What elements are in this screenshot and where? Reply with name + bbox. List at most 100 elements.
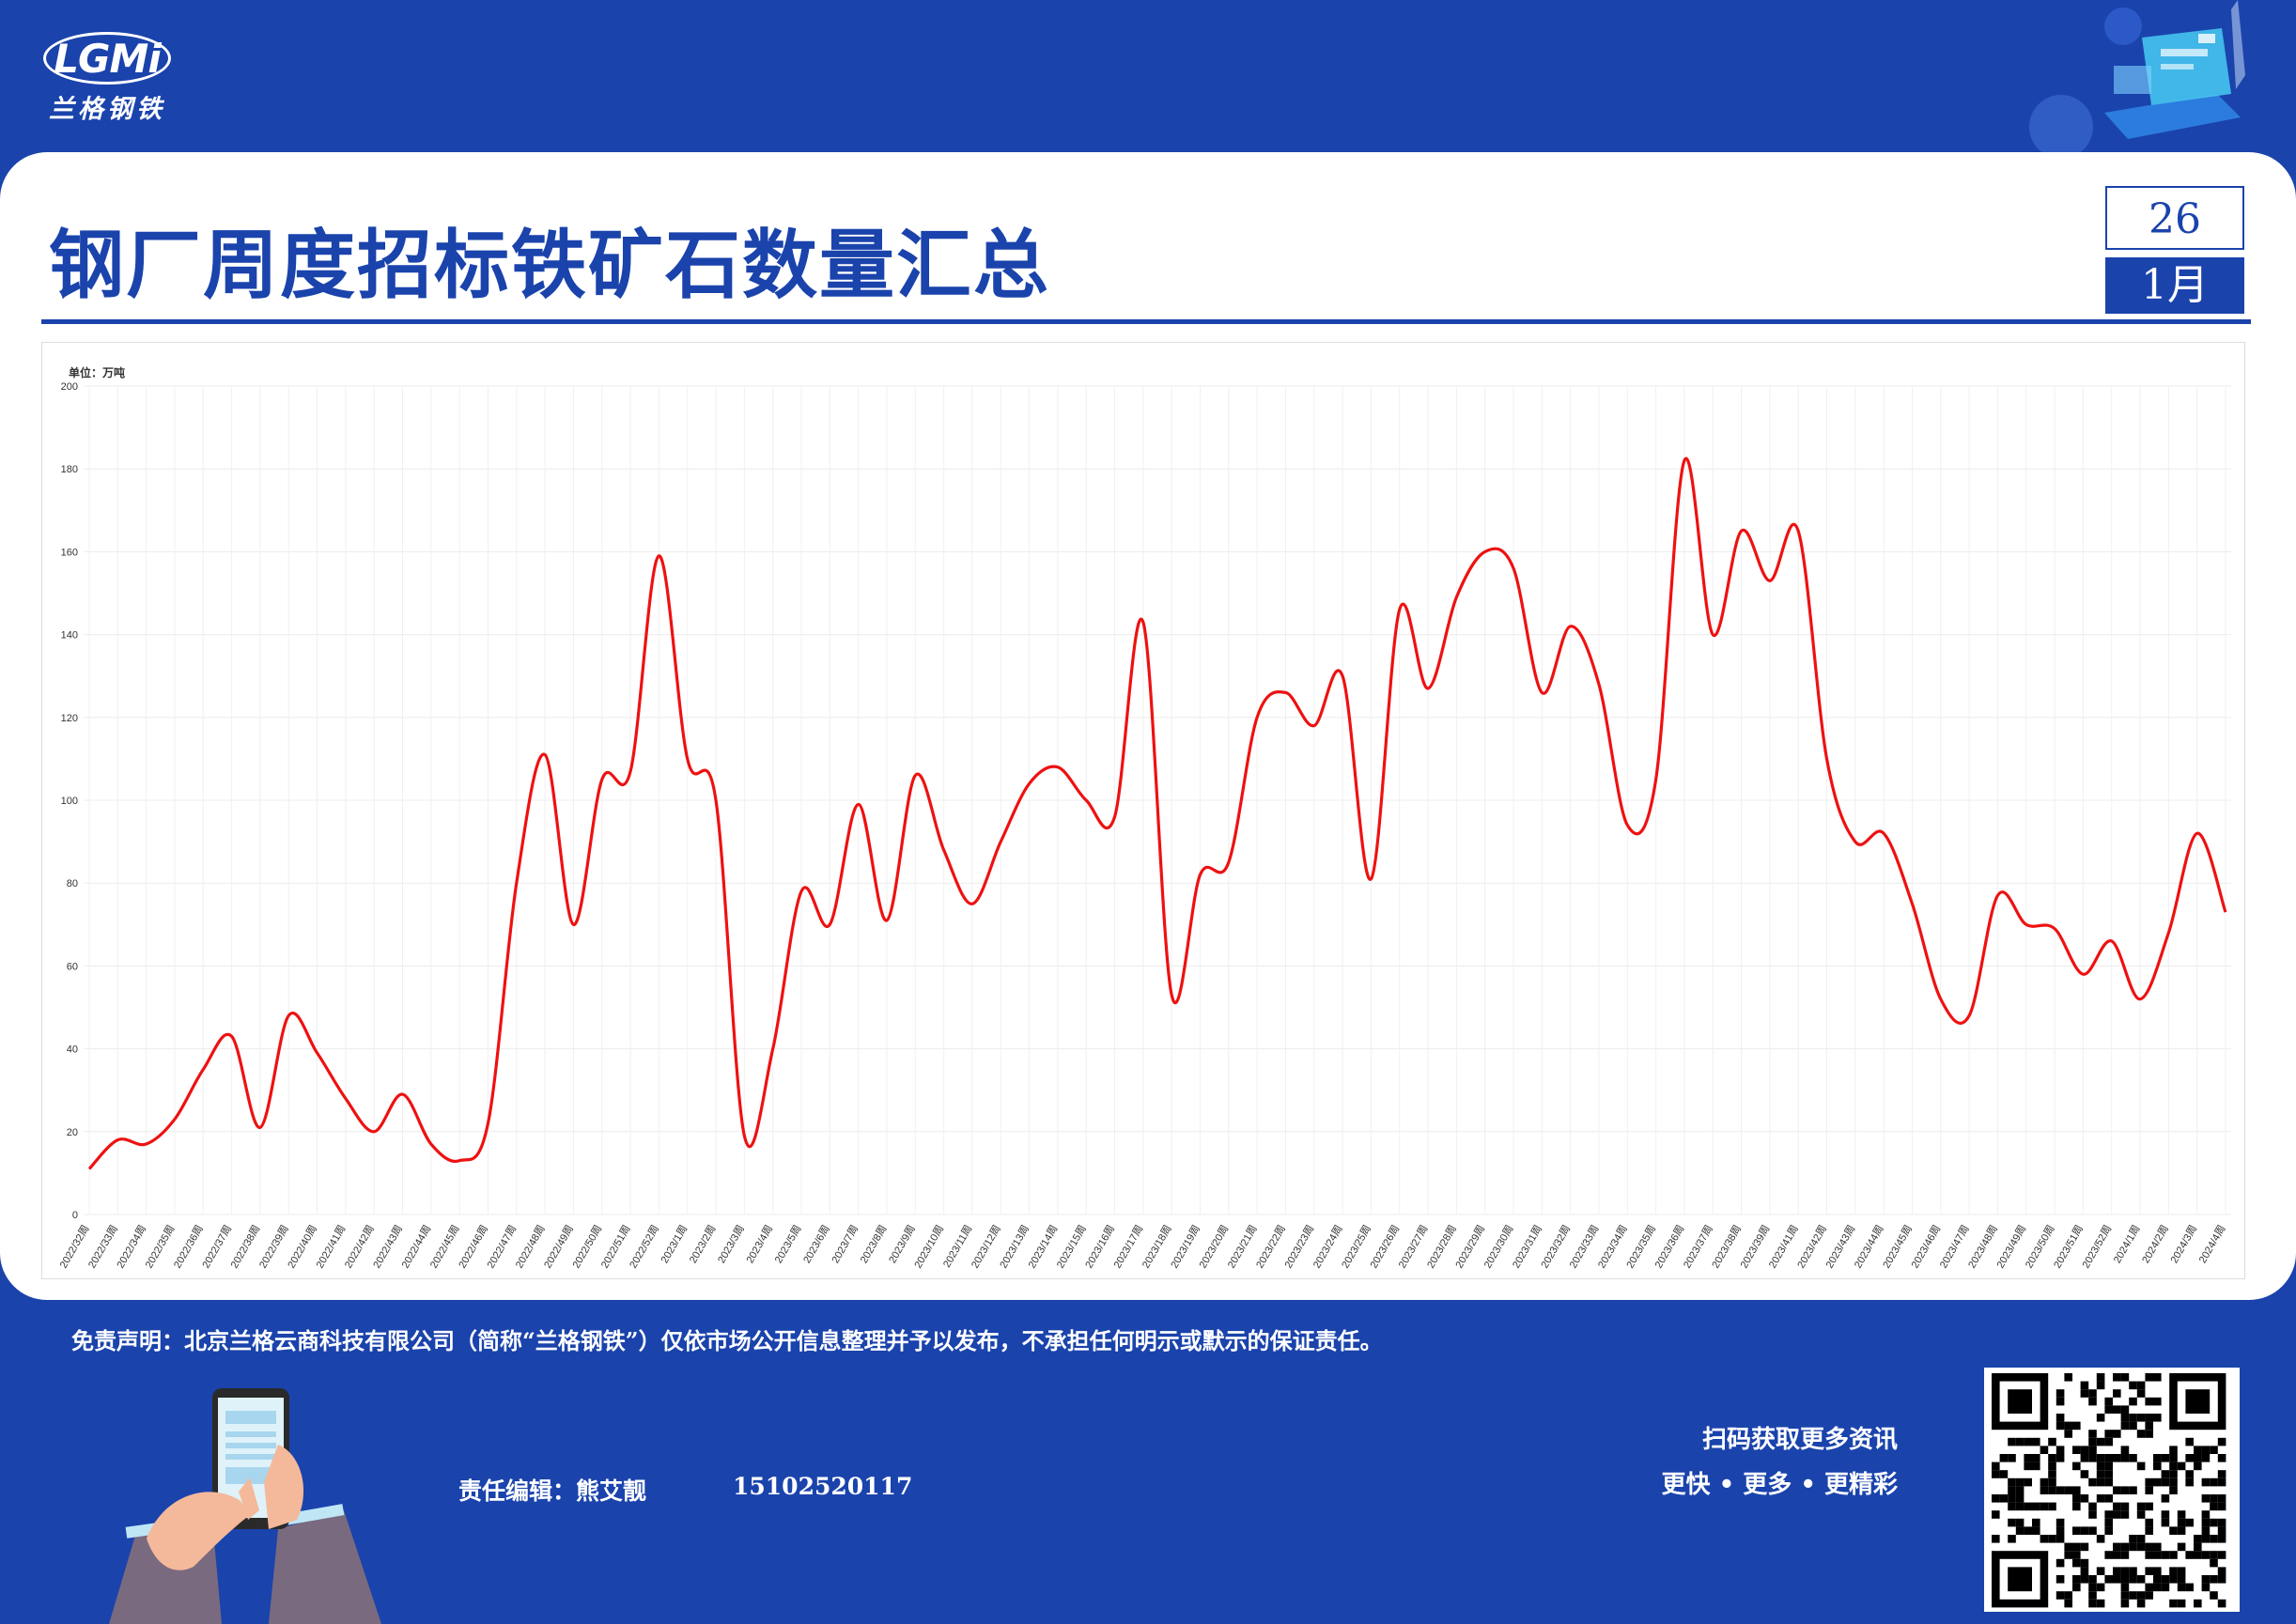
qr-module [2104,1551,2113,1559]
qr-module [2153,1583,2162,1592]
qr-module [2072,1583,2081,1592]
qr-module [2040,1535,2049,1543]
qr-module [2129,1535,2137,1543]
laptop-illustration-icon [2029,0,2245,155]
qr-module [2072,1446,2081,1454]
qr-module [2048,1502,2056,1511]
qr-module [2120,1542,2130,1552]
qr-module [2136,1535,2146,1543]
qr-module [2145,1477,2153,1487]
qr-module [2064,1591,2072,1600]
y-tick-label: 140 [61,630,78,642]
qr-module [2217,1599,2226,1608]
qr-module [2015,1437,2025,1446]
qr-module [2008,1494,2016,1503]
page-title: 钢厂周度招标铁矿石数量汇总 [49,221,1050,309]
qr-module [2104,1575,2113,1584]
qr-module [2194,1599,2202,1608]
qr-module [2104,1462,2113,1471]
logo-oval [43,32,171,85]
qr-module [2088,1389,2097,1398]
qr-module [2169,1486,2178,1494]
qr-module [2136,1389,2146,1398]
qr-module [2064,1542,2072,1552]
qr-module [2153,1462,2162,1471]
qr-module [2129,1414,2137,1422]
qr-module [2210,1575,2218,1584]
qr-module [2008,1502,2016,1511]
qr-module [2136,1381,2146,1390]
qr-module [2120,1510,2130,1519]
qr-module [2080,1542,2089,1552]
qr-module [2169,1575,2178,1584]
x-tick-label: 2023/2周 [687,1223,719,1265]
qr-module [2008,1486,2016,1494]
qr-module [2048,1486,2056,1494]
qr-module [2088,1437,2097,1446]
qr-module [2015,1518,2025,1527]
qr-module [2145,1414,2153,1422]
qr-module [2113,1389,2121,1398]
y-tick-label: 180 [61,464,78,475]
qr-module [2145,1502,2153,1511]
qr-module [2120,1414,2130,1422]
qr-module [2056,1389,2065,1398]
qr-module [2169,1599,2178,1608]
qr-module [2113,1454,2121,1462]
qr-module [2120,1421,2130,1431]
qr-module [2185,1470,2194,1478]
qr-module [2210,1494,2218,1503]
qr-module [2024,1526,2032,1535]
date-month: 1月 [2105,257,2244,314]
qr-module [2161,1510,2170,1519]
qr-module [2145,1486,2153,1494]
qr-module [2210,1518,2218,1527]
qr-module [2194,1454,2202,1462]
qr-module [2129,1591,2137,1600]
qr-module [2056,1414,2065,1422]
qr-module [2064,1421,2072,1431]
qr-module [2177,1599,2186,1608]
qr-module [2080,1389,2089,1398]
qr-module [2080,1446,2089,1454]
disclaimer-text: 免责声明：北京兰格云商科技有限公司（简称“兰格钢铁”）仅依市场公开信息整理并予以… [71,1327,1383,1354]
qr-module [2088,1510,2097,1519]
qr-module [2072,1575,2081,1584]
unit-label: 单位：万吨 [69,365,125,379]
qr-module [2210,1558,2218,1568]
qr-module [2153,1567,2162,1575]
qr-module [2080,1381,2089,1390]
qr-module [2120,1454,2130,1462]
qr-module [2153,1397,2162,1406]
qr-module [2056,1591,2065,1600]
qr-module [2096,1599,2105,1608]
qr-module [2104,1526,2113,1535]
qr-module [2177,1575,2186,1584]
qr-module [2210,1591,2218,1600]
slogan-text: 更快 • 更多 • 更精彩 [1661,1471,1898,1499]
qr-module [1992,1494,2000,1503]
qr-module [2201,1510,2211,1519]
qr-module [2088,1446,2097,1454]
qr-module [2088,1477,2097,1487]
qr-module [2129,1381,2137,1390]
qr-module [2113,1551,2121,1559]
qr-module [2008,1518,2016,1527]
qr-code-icon[interactable] [1984,1368,2240,1612]
qr-module [2210,1502,2218,1511]
qr-module [1992,1462,2000,1471]
qr-module [2145,1542,2153,1552]
x-tick-label: 2024/2周 [2139,1223,2171,1265]
qr-module [2161,1518,2170,1527]
qr-module [2008,1437,2016,1446]
qr-module [2217,1494,2226,1503]
qr-module [2194,1446,2202,1454]
qr-module [2120,1599,2130,1608]
qr-module [2048,1462,2056,1471]
qr-module [2169,1454,2178,1462]
qr-module [2185,1477,2194,1487]
qr-module [2096,1567,2105,1575]
x-tick-label: 2023/1周 [659,1223,690,1265]
qr-module [2136,1510,2146,1519]
qr-module [2015,1526,2025,1535]
